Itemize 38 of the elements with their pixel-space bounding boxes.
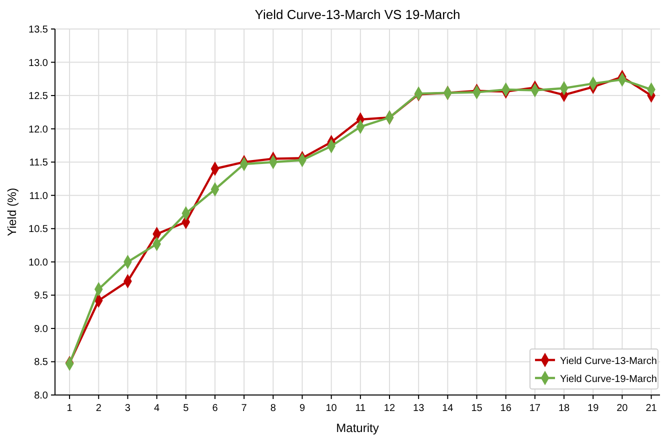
x-tick-label: 10 (326, 403, 338, 414)
y-tick-label: 10.5 (28, 224, 48, 236)
x-tick-label: 7 (241, 403, 248, 414)
x-tick-label: 21 (646, 403, 658, 414)
y-tick-label: 12.0 (28, 124, 48, 136)
y-tick-label: 8.0 (34, 390, 48, 402)
x-tick-label: 16 (500, 403, 512, 414)
x-tick-label: 3 (124, 403, 131, 414)
y-tick-label: 11.0 (29, 190, 48, 202)
y-tick-label: 8.5 (34, 357, 48, 368)
y-tick-label: 13.5 (28, 24, 48, 36)
legend-label: Yield Curve-13-March (560, 356, 657, 367)
x-tick-label: 15 (471, 403, 483, 414)
chart-title: Yield Curve-13-March VS 19-March (254, 7, 460, 22)
x-axis-title: Maturity (336, 421, 379, 435)
y-tick-label: 9.0 (34, 324, 48, 335)
y-axis-title: Yield (%) (5, 188, 19, 236)
legend-label: Yield Curve-19-March (560, 374, 657, 385)
x-tick-label: 12 (384, 403, 396, 414)
y-tick-label: 9.5 (34, 290, 48, 302)
y-tick-label: 10.0 (28, 257, 48, 268)
x-tick-label: 13 (413, 403, 425, 414)
x-tick-label: 9 (299, 403, 306, 414)
x-tick-label: 20 (616, 403, 628, 414)
x-tick-label: 8 (270, 403, 276, 414)
y-tick-label: 12.5 (28, 91, 48, 102)
y-tick-label: 11.5 (29, 158, 48, 169)
y-tick-label: 13.0 (28, 58, 48, 69)
x-tick-label: 11 (355, 403, 366, 414)
x-tick-label: 14 (442, 403, 454, 414)
x-tick-label: 2 (96, 403, 102, 414)
x-tick-label: 19 (588, 403, 600, 414)
x-tick-label: 18 (558, 403, 570, 414)
x-tick-label: 17 (529, 403, 541, 414)
x-tick-label: 6 (212, 403, 218, 414)
x-tick-label: 5 (183, 403, 190, 414)
x-tick-label: 4 (154, 403, 160, 414)
x-tick-label: 1 (66, 403, 73, 414)
